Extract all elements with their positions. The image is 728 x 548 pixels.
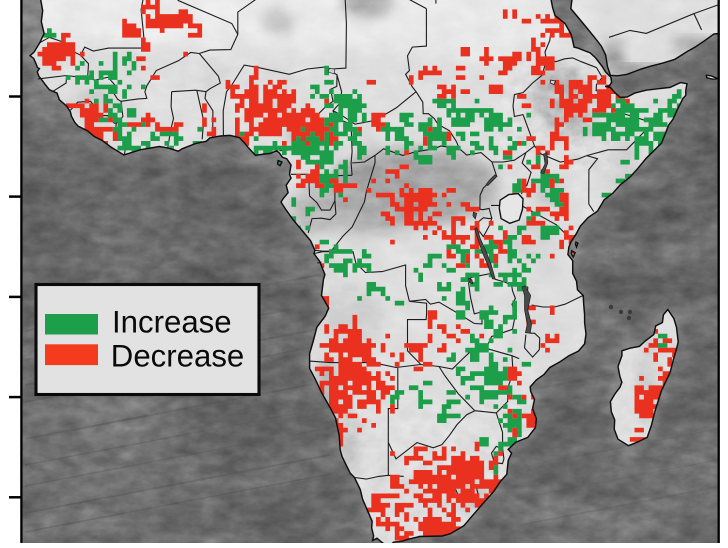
svg-text:Decrease: Decrease xyxy=(111,339,244,374)
svg-text:Increase: Increase xyxy=(112,305,232,340)
